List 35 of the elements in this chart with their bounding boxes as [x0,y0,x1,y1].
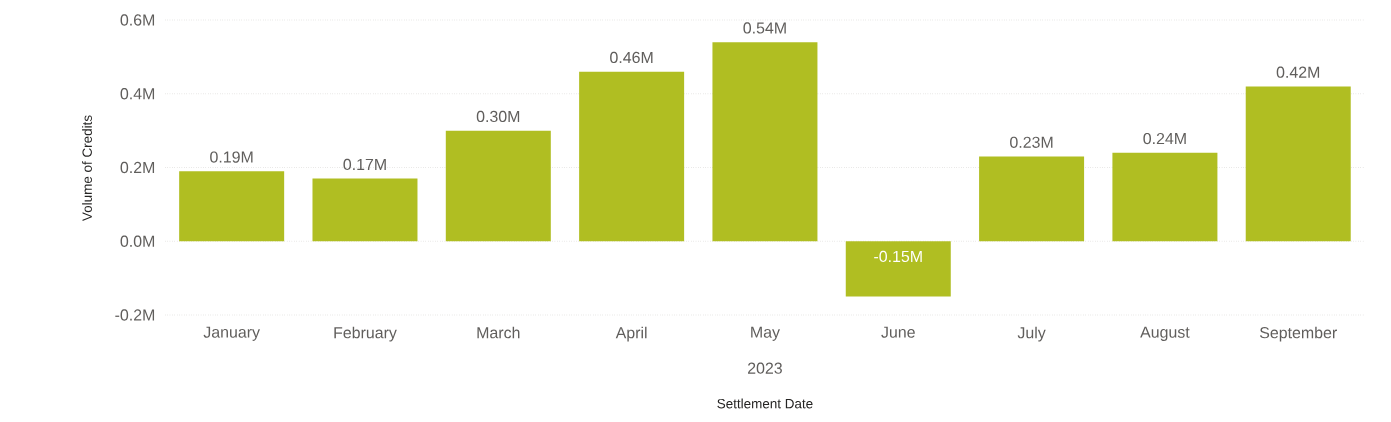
x-axis-title: Settlement Date [717,398,813,409]
data-label: 0.54M [743,22,786,34]
bar [1245,86,1351,242]
data-label: 0.42M [1276,66,1320,78]
y-tick-label: 0.2M [120,161,155,174]
data-label: 0.23M [1010,136,1053,148]
x-tick-label: September [1259,326,1337,342]
x-tick-label: June [881,326,915,338]
y-tick-label: 0.0M [120,235,155,247]
data-label: 0.19M [210,151,253,163]
data-label: -0.15M [874,250,922,263]
bar [179,171,285,242]
data-label: 0.17M [343,158,386,171]
y-tick-label: 0.6M [120,14,155,26]
x-tick-label: May [751,326,780,341]
bar [712,42,818,242]
text: 2023 [748,362,782,374]
bar [1112,152,1218,242]
x-tick-label: February [334,326,397,342]
bar [445,130,551,242]
x-tick-label: April [615,326,647,342]
y-tick-label: -0.2M [115,309,155,321]
y-axis-title: Volume of Credits [82,115,92,222]
data-label: 0.30M [476,110,520,123]
data-label: 0.46M [610,51,653,64]
bar [845,241,951,297]
x-tick-label: July [1017,326,1046,342]
data-label: 0.24M [1143,132,1186,145]
bar [312,178,418,242]
x-tick-label: January [203,326,260,341]
x-tick-label: March [477,326,520,339]
bar [579,71,685,242]
bar [979,156,1085,242]
y-tick-label: 0.4M [120,88,155,100]
x-tick-label: August [1140,326,1190,341]
